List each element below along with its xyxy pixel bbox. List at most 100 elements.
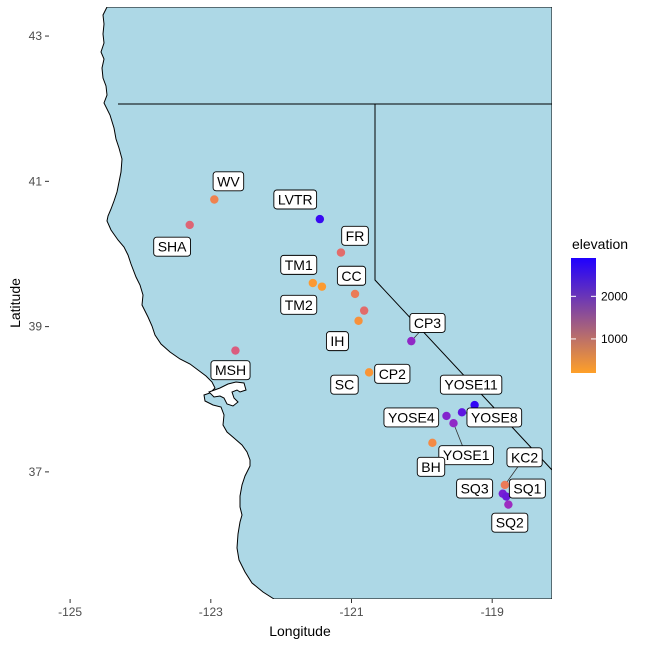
bay-water <box>208 381 247 407</box>
label-lvtr: LVTR <box>273 189 318 210</box>
label-text: YOSE11 <box>444 377 498 393</box>
site-point-ih <box>354 316 363 325</box>
label-text: SC <box>335 377 354 393</box>
label-box <box>325 331 349 352</box>
label-text: SQ3 <box>461 481 489 497</box>
label-cc: CC <box>336 265 367 286</box>
label-text: CP2 <box>379 366 406 382</box>
label-box <box>506 447 543 468</box>
label-box <box>438 445 494 466</box>
data-points <box>185 195 513 509</box>
x-tick-label: -125 <box>58 605 82 619</box>
legend-ticks: 1000 2000 <box>571 289 628 346</box>
label-text: YOSE4 <box>388 409 435 425</box>
label-box <box>409 313 446 333</box>
y-tick-label: 37 <box>29 465 43 479</box>
label-box <box>273 189 318 210</box>
label-ih: IH <box>325 331 349 352</box>
site-point-yose1 <box>449 419 458 428</box>
label-tm1: TM1 <box>280 254 318 275</box>
axis-ticks <box>45 35 493 603</box>
site-point-sq2 <box>504 500 513 509</box>
legend-colorbar <box>571 258 596 373</box>
label-box <box>210 360 251 381</box>
site-point-cc2 <box>359 306 369 315</box>
label-box <box>330 374 359 395</box>
x-axis-title: Longitude <box>269 623 331 639</box>
label-box <box>456 478 494 499</box>
label-bh: BH <box>416 456 446 477</box>
label-text: YOSE1 <box>443 447 490 463</box>
site-point-sha <box>185 220 194 230</box>
label-text: KC2 <box>511 449 538 465</box>
label-box <box>336 265 367 286</box>
label-yose4: YOSE4 <box>383 407 440 428</box>
label-text: TM1 <box>285 257 313 273</box>
label-text: WV <box>217 173 240 189</box>
label-box <box>280 294 318 315</box>
y-axis-title: Latitude <box>7 278 23 328</box>
label-text: SQ2 <box>496 515 524 531</box>
label-box <box>383 407 440 428</box>
label-box <box>212 171 245 192</box>
label-wv: WV <box>212 171 245 192</box>
label-kc2: KC2 <box>506 447 543 468</box>
label-box <box>374 363 411 384</box>
x-tick-label: -119 <box>481 605 504 619</box>
label-text: MSH <box>215 362 246 378</box>
y-tick-label: 43 <box>29 29 43 43</box>
label-text: BH <box>421 459 440 475</box>
label-text: YOSE8 <box>471 409 518 425</box>
site-point-yose4 <box>442 411 451 421</box>
site-point-cp3 <box>407 336 416 346</box>
label-text: IH <box>330 333 344 349</box>
label-yose1: YOSE1 <box>438 445 494 466</box>
site-point-kc2 <box>500 480 510 490</box>
label-text: CC <box>341 268 361 284</box>
y-tick-label: 41 <box>29 174 43 188</box>
label-box <box>416 456 446 477</box>
label-yose11: YOSE11 <box>439 374 503 395</box>
x-tick-label: -121 <box>339 605 363 619</box>
label-fr: FR <box>341 225 369 246</box>
site-point-fr <box>336 248 346 257</box>
label-box <box>491 512 529 533</box>
label-text: CP3 <box>414 315 441 331</box>
label-tm2: TM2 <box>280 294 318 315</box>
legend-title: elevation <box>572 236 628 252</box>
label-sq1: SQ1 <box>508 478 546 499</box>
site-point-cc <box>350 289 360 299</box>
label-sq2: SQ2 <box>491 512 529 533</box>
site-point-lvtr <box>315 214 325 224</box>
nevada-border <box>374 104 552 471</box>
y-tick-label: 39 <box>29 320 43 334</box>
site-point-yose8 <box>457 408 467 417</box>
label-box <box>508 478 546 499</box>
x-tick-label: -123 <box>199 605 223 619</box>
label-msh: MSH <box>210 360 251 381</box>
site-point-tm1 <box>308 278 318 288</box>
label-sc: SC <box>330 374 359 395</box>
label-text: SQ1 <box>513 481 541 497</box>
label-text: LVTR <box>278 191 313 207</box>
site-point-tm2 <box>317 282 327 291</box>
legend-tick-label: 2000 <box>601 289 628 303</box>
site-point-cp2 <box>364 368 374 377</box>
label-text: SHA <box>158 239 187 255</box>
label-box <box>280 254 318 275</box>
label-text: FR <box>346 228 365 244</box>
label-box <box>466 407 523 428</box>
label-box <box>341 225 369 246</box>
elevation-legend: elevation 1000 2000 <box>571 236 628 373</box>
site-point-wv <box>210 195 219 204</box>
label-box <box>153 236 191 257</box>
site-point-bh <box>428 438 437 448</box>
site-labels: WV SHA LVTR FR TM1 CC TM2 CP3 IH CP2 MSH SC YOSE11 YO… <box>153 171 546 533</box>
label-sha: SHA <box>153 236 191 257</box>
label-cp2: CP2 <box>374 363 411 384</box>
axis-tick-labels: -125 -123 -121 -119 37 39 41 43 <box>29 29 504 619</box>
label-text: TM2 <box>285 297 313 313</box>
site-point-yose11 <box>470 400 479 410</box>
label-box <box>439 374 503 395</box>
